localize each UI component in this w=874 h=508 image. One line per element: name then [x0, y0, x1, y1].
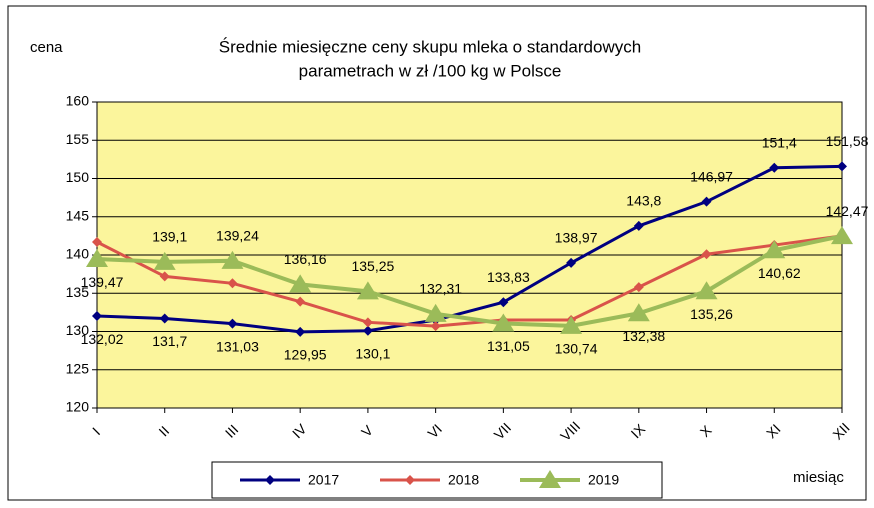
- data-point: [492, 313, 515, 332]
- data-label: 146,97: [690, 168, 733, 184]
- data-point: [295, 326, 306, 337]
- series-line: [96, 234, 843, 328]
- x-axis-label: miesiąc: [793, 469, 844, 486]
- y-tick-label: 155: [66, 131, 90, 147]
- data-point: [430, 321, 441, 332]
- data-point: [362, 317, 373, 328]
- data-label: 139,1: [152, 229, 187, 245]
- data-point: [289, 274, 312, 293]
- data-point: [227, 278, 238, 289]
- data-label: 130,74: [555, 341, 598, 357]
- data-label: 138,97: [555, 230, 598, 246]
- legend-marker: [265, 475, 275, 485]
- data-point: [227, 318, 238, 329]
- data-label: 151,4: [762, 134, 797, 150]
- data-point: [159, 313, 170, 324]
- data-point: [633, 220, 644, 231]
- data-point: [86, 249, 108, 268]
- series-line: [96, 234, 843, 328]
- data-label: 142,47: [826, 203, 869, 219]
- data-point: [831, 226, 853, 245]
- data-label: 132,31: [419, 281, 462, 297]
- y-tick-label: 145: [66, 207, 90, 223]
- legend-marker: [539, 470, 561, 488]
- data-label: 143,8: [626, 193, 661, 209]
- data-label: 135,25: [351, 258, 394, 274]
- y-tick-label: 130: [66, 322, 90, 338]
- chart-title: parametrach w zł /100 kg w Polsce: [299, 61, 562, 80]
- y-tick-label: 160: [66, 93, 90, 109]
- y-axis-label: cena: [30, 39, 63, 56]
- data-point: [566, 257, 577, 268]
- data-label: 140,62: [758, 265, 801, 281]
- chart-title: Średnie miesięczne ceny skupu mleka o st…: [219, 37, 641, 56]
- data-point: [221, 250, 244, 269]
- y-tick-label: 150: [66, 169, 90, 185]
- data-label: 135,26: [690, 306, 733, 322]
- data-point: [769, 162, 780, 173]
- data-label: 139,24: [216, 228, 259, 244]
- data-label: 132,38: [622, 328, 665, 344]
- data-point: [627, 303, 650, 322]
- data-point: [560, 315, 583, 334]
- legend-label: 2017: [308, 472, 339, 488]
- data-label: 131,7: [152, 333, 187, 349]
- data-label: 131,03: [216, 338, 259, 354]
- data-point: [362, 325, 373, 336]
- data-point: [498, 297, 509, 308]
- y-tick-label: 140: [66, 246, 90, 262]
- data-label: 132,02: [81, 331, 124, 347]
- data-point: [763, 240, 786, 259]
- data-point: [701, 196, 712, 207]
- data-point: [92, 236, 102, 247]
- data-label: 136,16: [284, 251, 327, 267]
- data-point: [633, 282, 644, 293]
- series-line: [96, 164, 843, 334]
- data-point: [159, 271, 170, 282]
- data-label: 129,95: [284, 347, 327, 363]
- data-label: 133,83: [487, 269, 530, 285]
- data-label: 131,05: [487, 338, 530, 354]
- data-point: [356, 281, 379, 300]
- data-point: [701, 249, 712, 260]
- data-point: [837, 161, 847, 172]
- legend-label: 2018: [448, 472, 479, 488]
- legend-label: 2019: [588, 472, 619, 488]
- data-point: [695, 281, 718, 300]
- data-label: 139,47: [81, 274, 124, 290]
- data-point: [295, 296, 306, 307]
- data-point: [153, 251, 176, 270]
- data-label: 151,58: [826, 133, 869, 149]
- data-point: [424, 303, 447, 322]
- data-label: 130,1: [355, 345, 390, 361]
- y-tick-label: 120: [66, 399, 90, 415]
- y-tick-label: 135: [66, 284, 90, 300]
- data-point: [92, 311, 102, 322]
- y-tick-label: 125: [66, 360, 90, 376]
- legend-marker: [405, 475, 415, 485]
